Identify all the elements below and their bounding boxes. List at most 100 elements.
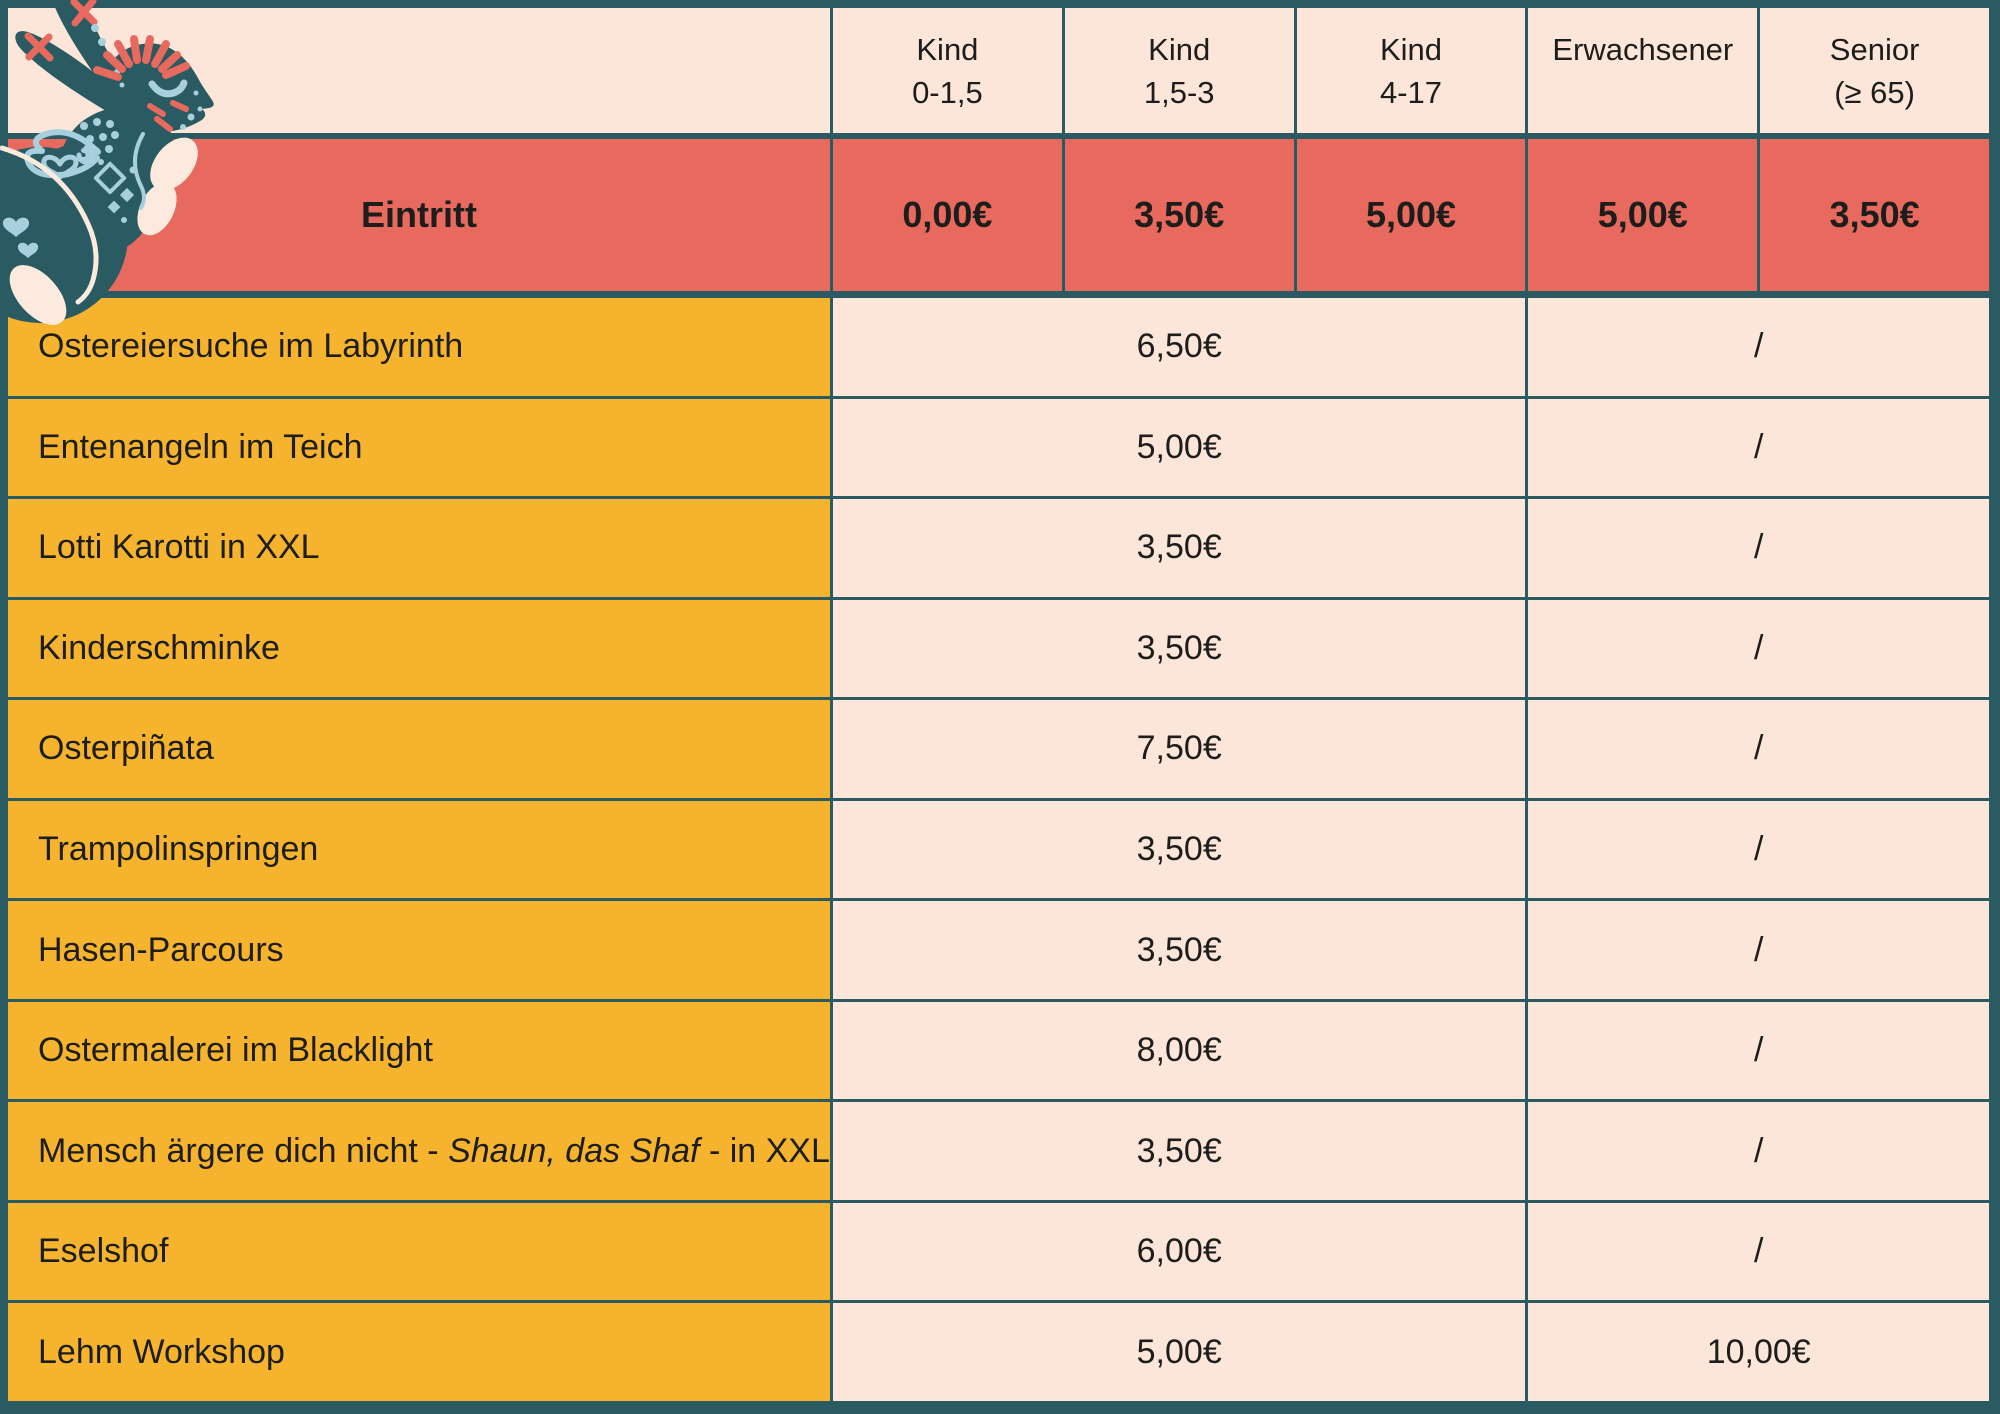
activity-label-cell: Eselshof: [8, 1202, 830, 1301]
adults-price-cell: /: [1528, 800, 1989, 899]
eintritt-price-cell: 5,00€: [1296, 139, 1526, 291]
adults-price-cell: /: [1528, 700, 1989, 798]
adults-price-cell: /: [1528, 1202, 1989, 1301]
column-header-line1: Kind: [1379, 32, 1443, 67]
adults-price-cell: 10,00€: [1528, 1303, 1989, 1402]
eintritt-price-cell: 3,50€: [1064, 139, 1294, 291]
adults-price: /: [1753, 930, 1764, 969]
table-row: Trampolinspringen 3,50€ /: [8, 800, 1989, 899]
eintritt-row: Eintritt 0,00€ 3,50€ 5,00€ 5,00€ 3,50€: [8, 139, 1989, 291]
kids-price: 8,00€: [1136, 1031, 1222, 1070]
kids-price-cell: 3,50€: [833, 901, 1526, 999]
kids-price-cell: 6,50€: [833, 298, 1526, 396]
activity-label-cell: Mensch ärgere dich nicht - Shaun, das Sh…: [8, 1102, 830, 1200]
adults-price: /: [1753, 628, 1764, 667]
column-header-kind-0-1-5: Kind 0-1,5: [833, 8, 1062, 133]
activity-label: Entenangeln im Teich: [38, 427, 363, 466]
table-row: Kinderschminke 3,50€ /: [8, 599, 1989, 698]
column-header-line2: 0-1,5: [912, 75, 983, 110]
kids-price-cell: 8,00€: [833, 1001, 1526, 1100]
column-header-kind-4-17: Kind 4-17: [1296, 8, 1526, 133]
kids-price: 7,50€: [1136, 729, 1222, 768]
adults-price-cell: /: [1528, 499, 1989, 597]
activity-label: Lotti Karotti in XXL: [38, 528, 320, 567]
activity-label-cell: Kinderschminke: [8, 599, 830, 698]
adults-price: /: [1753, 427, 1764, 466]
table-row: Mensch ärgere dich nicht - Shaun, das Sh…: [8, 1102, 1989, 1200]
kids-price: 3,50€: [1136, 930, 1222, 969]
activity-label-cell: Trampolinspringen: [8, 800, 830, 899]
kids-price: 6,00€: [1136, 1232, 1222, 1271]
column-header-kind-1-5-3: Kind 1,5-3: [1064, 8, 1294, 133]
adults-price: /: [1753, 729, 1764, 768]
table-row: Lehm Workshop 5,00€ 10,00€: [8, 1303, 1989, 1402]
column-header-line1: Kind: [1148, 32, 1211, 67]
activity-label: Osterpiñata: [38, 729, 214, 768]
activity-label-cell: Lotti Karotti in XXL: [8, 499, 830, 597]
activity-label-cell: Hasen-Parcours: [8, 901, 830, 999]
column-header-line2: 4-17: [1379, 75, 1443, 110]
eintritt-label-cell: Eintritt: [8, 139, 830, 291]
table-row: Osterpiñata 7,50€ /: [8, 700, 1989, 798]
activity-label: Eselshof: [38, 1232, 169, 1271]
eintritt-price-cell: 0,00€: [833, 139, 1062, 291]
kids-price-cell: 5,00€: [833, 398, 1526, 497]
column-header-senior: Senior (≥ 65): [1760, 8, 1989, 133]
kids-price: 3,50€: [1136, 528, 1222, 567]
activity-label: Ostermalerei im Blacklight: [38, 1031, 433, 1070]
kids-price-cell: 3,50€: [833, 800, 1526, 899]
activity-label-cell: Ostermalerei im Blacklight: [8, 1001, 830, 1100]
column-header-line2: 1,5-3: [1143, 75, 1215, 110]
kids-price: 6,50€: [1136, 327, 1222, 366]
corner-cell: [8, 8, 830, 133]
adults-price-cell: /: [1528, 1102, 1989, 1200]
adults-price: /: [1753, 1131, 1764, 1170]
kids-price-cell: 6,00€: [833, 1202, 1526, 1301]
adults-price: /: [1753, 1232, 1764, 1271]
column-header-line1: Erwachsener: [1552, 32, 1734, 67]
kids-price-cell: 3,50€: [833, 1102, 1526, 1200]
table-row: Lotti Karotti in XXL 3,50€ /: [8, 499, 1989, 597]
table-row: Ostermalerei im Blacklight 8,00€ /: [8, 1001, 1989, 1100]
adults-price-cell: /: [1528, 298, 1989, 396]
kids-price: 3,50€: [1136, 830, 1222, 868]
activity-label-cell: Lehm Workshop: [8, 1303, 830, 1402]
adults-price-cell: /: [1528, 1001, 1989, 1100]
kids-price: 5,00€: [1136, 1332, 1222, 1371]
table-row: Hasen-Parcours 3,50€ /: [8, 901, 1989, 999]
kids-price-cell: 7,50€: [833, 700, 1526, 798]
table-row: Ostereiersuche im Labyrinth 6,50€ /: [8, 298, 1989, 396]
activity-label: Hasen-Parcours: [38, 930, 284, 969]
activity-label: Trampolinspringen: [38, 830, 319, 868]
adults-price: 10,00€: [1706, 1332, 1811, 1371]
activity-label-cell: Ostereiersuche im Labyrinth: [8, 298, 830, 396]
column-header-line1: Senior: [1829, 32, 1920, 67]
adults-price-cell: /: [1528, 599, 1989, 698]
activity-label: Ostereiersuche im Labyrinth: [38, 327, 464, 366]
table-header-row: Kind 0-1,5 Kind 1,5-3 Kind 4-17 Erwachse…: [8, 8, 1989, 133]
column-header-line1: Kind: [916, 32, 979, 67]
activity-label: Lehm Workshop: [38, 1332, 285, 1371]
activity-label: Kinderschminke: [38, 628, 280, 667]
activity-label-cell: Entenangeln im Teich: [8, 398, 830, 497]
adults-price-cell: /: [1528, 901, 1989, 999]
kids-price-cell: 5,00€: [833, 1303, 1526, 1402]
adults-price: /: [1753, 528, 1764, 567]
activity-label-cell: Osterpiñata: [8, 700, 830, 798]
activity-label: Mensch ärgere dich nicht - Shaun, das Sh…: [38, 1131, 830, 1170]
table-row: Entenangeln im Teich 5,00€ /: [8, 398, 1989, 497]
adults-price: /: [1753, 1031, 1764, 1070]
adults-price-cell: /: [1528, 398, 1989, 497]
kids-price: 5,00€: [1136, 427, 1222, 466]
kids-price-cell: 3,50€: [833, 599, 1526, 698]
eintritt-price-cell: 3,50€: [1760, 139, 1989, 291]
table-row: Eselshof 6,00€ /: [8, 1202, 1989, 1301]
eintritt-price-cell: 5,00€: [1528, 139, 1758, 291]
kids-price: 3,50€: [1136, 1131, 1222, 1170]
column-header-erwachsener: Erwachsener: [1528, 8, 1758, 133]
kids-price: 3,50€: [1136, 628, 1222, 667]
adults-price: /: [1753, 327, 1764, 366]
kids-price-cell: 3,50€: [833, 499, 1526, 597]
